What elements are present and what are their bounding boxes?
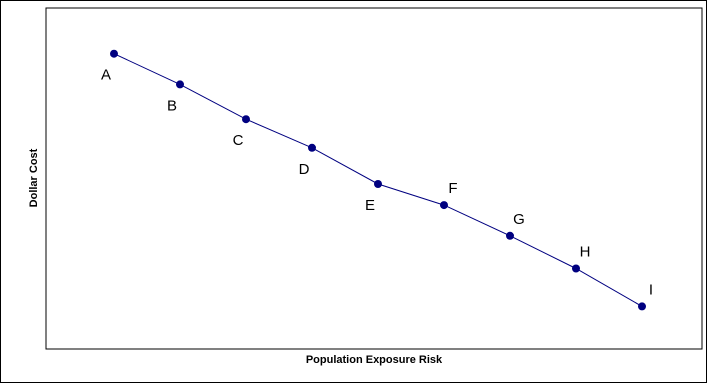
point-label-c: C bbox=[233, 132, 244, 149]
point-label-a: A bbox=[101, 67, 111, 84]
point-label-b: B bbox=[167, 97, 177, 114]
data-point-b bbox=[176, 80, 184, 89]
data-point-f bbox=[440, 201, 448, 210]
y-axis-title: Dollar Cost bbox=[28, 148, 40, 207]
data-point-d bbox=[308, 143, 316, 152]
x-axis-title: Population Exposure Risk bbox=[306, 354, 443, 366]
data-point-a bbox=[110, 49, 118, 58]
point-label-e: E bbox=[365, 197, 375, 214]
point-label-d: D bbox=[299, 161, 310, 178]
data-point-h bbox=[572, 264, 580, 273]
data-point-g bbox=[506, 231, 514, 240]
data-point-e bbox=[374, 180, 382, 188]
point-label-f: F bbox=[448, 180, 457, 197]
point-label-g: G bbox=[513, 211, 525, 228]
data-marks: A B C D E F G H I bbox=[101, 49, 653, 311]
point-label-i: I bbox=[649, 281, 653, 298]
plot-area bbox=[45, 7, 703, 350]
point-label-h: H bbox=[580, 244, 591, 261]
data-point-i bbox=[638, 302, 646, 311]
data-point-c bbox=[242, 115, 250, 124]
